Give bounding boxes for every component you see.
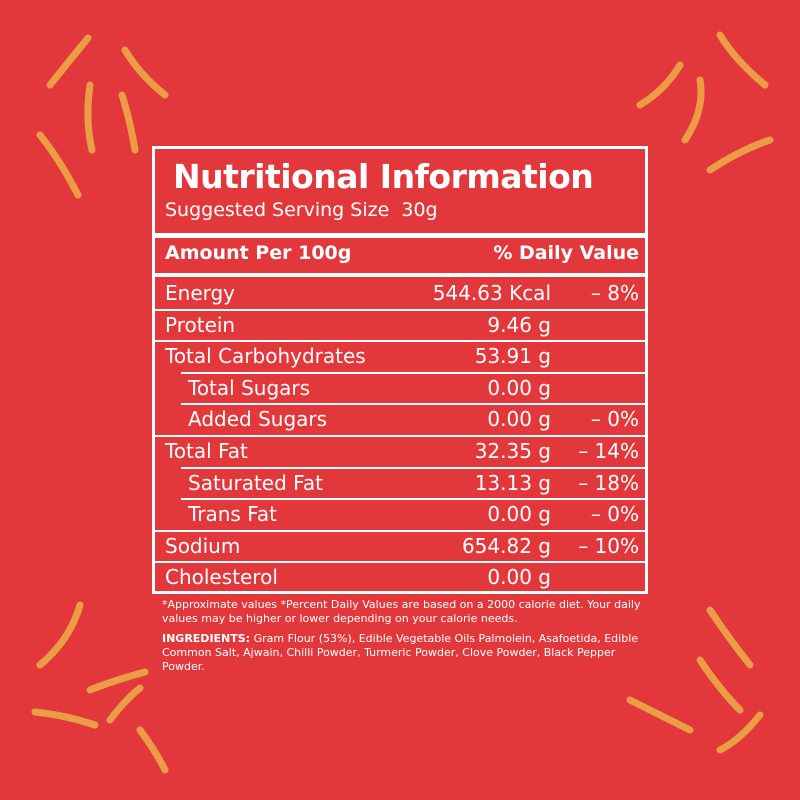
ingredients-label: INGREDIENTS: [162,632,251,645]
row-daily: – 0% [590,502,639,527]
row-divider [155,340,645,343]
row-name: Saturated Fat [188,470,323,495]
row-daily: – 0% [590,407,639,432]
divider [155,273,645,277]
divider [155,233,645,238]
row-name: Trans Fat [188,502,277,527]
row-name: Total Carbohydrates [165,344,366,369]
header-daily: % Daily Value [493,242,639,264]
row-name: Added Sugars [188,407,328,432]
row-amount: 544.63 Kcal [432,281,551,305]
row-daily: – 10% [578,533,639,558]
row-daily: – 18% [578,470,639,495]
row-divider [155,308,645,311]
row-amount: 654.82 g [461,533,551,558]
row-amount: 32.35 g [474,439,551,463]
row-amount: 0.00 g [487,565,551,590]
row-divider [181,466,645,469]
row-divider [155,529,645,532]
header-amount: Amount Per 100g [165,242,352,264]
serving-label: Suggested Serving Size [165,199,390,221]
row-name: Total Sugars [188,375,311,400]
row-amount: 13.13 g [474,470,551,495]
serving: Suggested Serving Size 30g [165,199,438,221]
row-daily: – 8% [590,281,639,305]
row-name: Total Fat [165,439,248,463]
nutrition-panel: Nutritional Information Suggested Servin… [152,146,648,594]
row-daily: – 14% [578,439,639,463]
row-name: Energy [165,281,236,305]
row-amount: 0.00 g [487,375,551,400]
row-amount: 53.91 g [474,344,551,369]
row-name: Sodium [165,533,241,558]
title: Nutritional Information [173,157,594,196]
row-name: Cholesterol [165,565,278,590]
row-divider [155,435,645,437]
row-name: Protein [165,312,236,337]
ingredients-text: Gram Flour (53%), Edible Vegetable Oils … [162,632,639,673]
row-divider [155,561,645,564]
serving-value: 30g [401,199,438,221]
row-divider [181,403,645,406]
row-amount: 9.46 g [487,312,551,337]
row-amount: 0.00 g [487,407,551,432]
row-divider [181,371,645,374]
row-amount: 0.00 g [487,502,551,527]
footnote: *Approximate values *Percent Daily Value… [162,598,641,625]
ingredients: INGREDIENTS: Gram Flour (53%), Edible Ve… [162,632,652,674]
row-divider [181,498,645,501]
